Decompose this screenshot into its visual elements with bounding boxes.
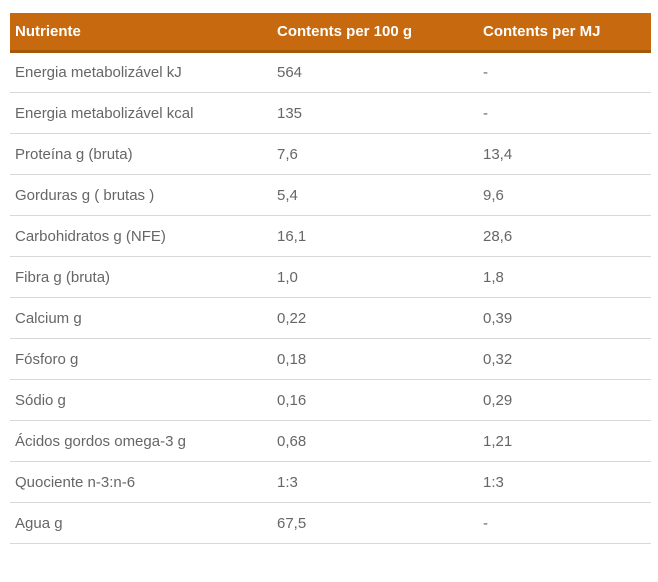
column-header-contents-per-mj: Contents per MJ — [478, 13, 651, 53]
per-mj-cell: - — [478, 502, 651, 544]
per-mj-cell: 13,4 — [478, 133, 651, 175]
nutrition-table: Nutriente Contents per 100 g Contents pe… — [10, 13, 651, 544]
per-100g-cell: 0,68 — [272, 420, 478, 462]
per-100g-cell: 1,0 — [272, 256, 478, 298]
per-100g-cell: 1:3 — [272, 461, 478, 503]
per-100g-cell: 7,6 — [272, 133, 478, 175]
per-100g-cell: 67,5 — [272, 502, 478, 544]
per-100g-cell: 0,18 — [272, 338, 478, 380]
per-mj-cell: - — [478, 51, 651, 93]
table-row: Ácidos gordos omega-3 g 0,68 1,21 — [10, 420, 651, 462]
per-mj-cell: 1:3 — [478, 461, 651, 503]
table-row: Energia metabolizável kcal 135- — [10, 92, 651, 134]
table-row: Sódio g 0,16 0,29 — [10, 379, 651, 421]
table-row: Carbohidratos g (NFE) 16,1 28,6 — [10, 215, 651, 257]
nutrient-cell: Gorduras g ( brutas ) — [10, 174, 272, 216]
nutrient-cell: Sódio g — [10, 379, 272, 421]
nutrient-cell: Fibra g (bruta) — [10, 256, 272, 298]
nutrient-cell: Agua g — [10, 502, 272, 544]
per-mj-cell: 0,39 — [478, 297, 651, 339]
per-mj-cell: 28,6 — [478, 215, 651, 257]
table-row: Gorduras g ( brutas ) 5,4 9,6 — [10, 174, 651, 216]
per-100g-cell: 0,16 — [272, 379, 478, 421]
per-100g-cell: 0,22 — [272, 297, 478, 339]
nutrient-cell: Quociente n-3:n-6 — [10, 461, 272, 503]
per-mj-cell: 0,29 — [478, 379, 651, 421]
nutrient-cell: Ácidos gordos omega-3 g — [10, 420, 272, 462]
table-body: Energia metabolizável kJ 564- Energia meta… — [10, 51, 651, 544]
per-100g-cell: 5,4 — [272, 174, 478, 216]
header-row: Nutriente Contents per 100 g Contents pe… — [10, 13, 651, 53]
table-header: Nutriente Contents per 100 g Contents pe… — [10, 13, 651, 53]
column-header-nutriente: Nutriente — [10, 13, 272, 53]
per-mj-cell: 0,32 — [478, 338, 651, 380]
table-row: Calcium g 0,22 0,39 — [10, 297, 651, 339]
nutrient-cell: Calcium g — [10, 297, 272, 339]
table-row: Fibra g (bruta) 1,0 1,8 — [10, 256, 651, 298]
per-mj-cell: 1,8 — [478, 256, 651, 298]
per-100g-cell: 16,1 — [272, 215, 478, 257]
table-row: Agua g 67,5- — [10, 502, 651, 544]
per-mj-cell: 9,6 — [478, 174, 651, 216]
per-100g-cell: 564 — [272, 51, 478, 93]
nutrient-cell: Energia metabolizável kcal — [10, 92, 272, 134]
nutrient-cell: Proteína g (bruta) — [10, 133, 272, 175]
per-mj-cell: 1,21 — [478, 420, 651, 462]
table-row: Quociente n-3:n-6 1:3 1:3 — [10, 461, 651, 503]
table-row: Energia metabolizável kJ 564- — [10, 51, 651, 93]
nutrient-cell: Fósforo g — [10, 338, 272, 380]
nutrient-cell: Energia metabolizável kJ — [10, 51, 272, 93]
table-row: Proteína g (bruta) 7,6 13,4 — [10, 133, 651, 175]
per-mj-cell: - — [478, 92, 651, 134]
column-header-contents-per-100g: Contents per 100 g — [272, 13, 478, 53]
table-row: Fósforo g 0,18 0,32 — [10, 338, 651, 380]
nutrient-cell: Carbohidratos g (NFE) — [10, 215, 272, 257]
per-100g-cell: 135 — [272, 92, 478, 134]
